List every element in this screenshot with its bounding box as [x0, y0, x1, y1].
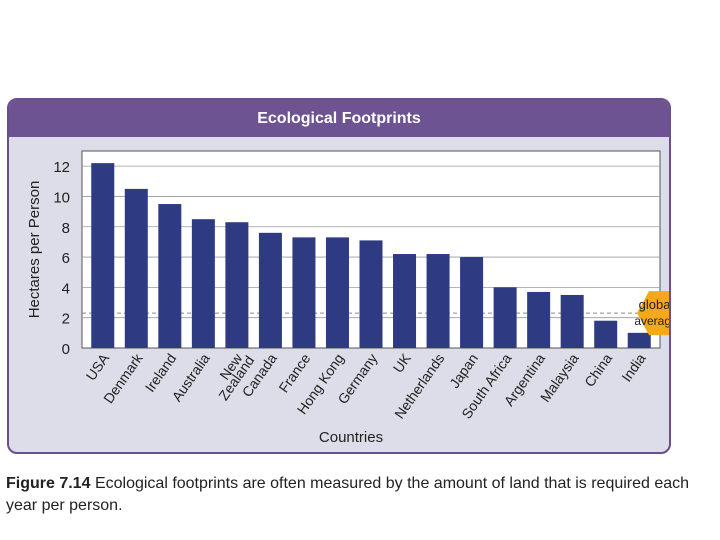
y-axis-label: Hectares per Person: [26, 181, 43, 319]
global-average-label: average: [634, 314, 669, 328]
bar-malaysia: [560, 294, 584, 348]
bar-ireland: [158, 204, 182, 348]
y-tick-label: 6: [62, 250, 70, 267]
x-tick-label: China: [581, 350, 615, 389]
bar-hong-kong: [325, 237, 349, 348]
y-tick-label: 0: [62, 341, 70, 358]
bar-uk: [393, 254, 417, 348]
x-tick-label: USA: [83, 350, 113, 383]
chart-title: Ecological Footprints: [9, 100, 669, 137]
bar-france: [292, 237, 316, 348]
bar-australia: [191, 219, 215, 348]
bar-netherlands: [426, 254, 450, 348]
x-axis-label: Countries: [319, 429, 383, 446]
caption-text: Ecological footprints are often measured…: [6, 475, 690, 514]
global-average-label: global: [639, 297, 669, 312]
y-tick-label: 4: [62, 280, 70, 297]
bar-canada: [258, 232, 282, 348]
x-tick-label: Japan: [446, 351, 481, 391]
y-tick-label: 10: [53, 189, 70, 206]
bar-argentina: [527, 291, 551, 348]
bar-china: [594, 320, 618, 348]
figure-caption: Figure 7.14 Ecological footprints are of…: [6, 473, 706, 517]
y-tick-label: 8: [62, 220, 70, 237]
bar-germany: [359, 240, 383, 348]
bar-india: [627, 332, 651, 348]
chart-card: Ecological Footprints 0 2 4 6 8 10 12 Hectares …: [7, 98, 671, 454]
bar-new-zealand: [225, 222, 249, 348]
x-tick-label: UK: [390, 350, 415, 376]
x-tick-label: India: [618, 350, 649, 384]
y-tick-label: 12: [53, 159, 70, 176]
bar-japan: [460, 257, 484, 348]
y-tick-label: 2: [62, 311, 70, 328]
bar-usa: [91, 163, 115, 348]
bar-denmark: [124, 188, 148, 348]
global-average-callout: [637, 291, 669, 336]
figure-label: Figure 7.14: [6, 475, 91, 492]
bar-south-africa: [493, 287, 517, 348]
